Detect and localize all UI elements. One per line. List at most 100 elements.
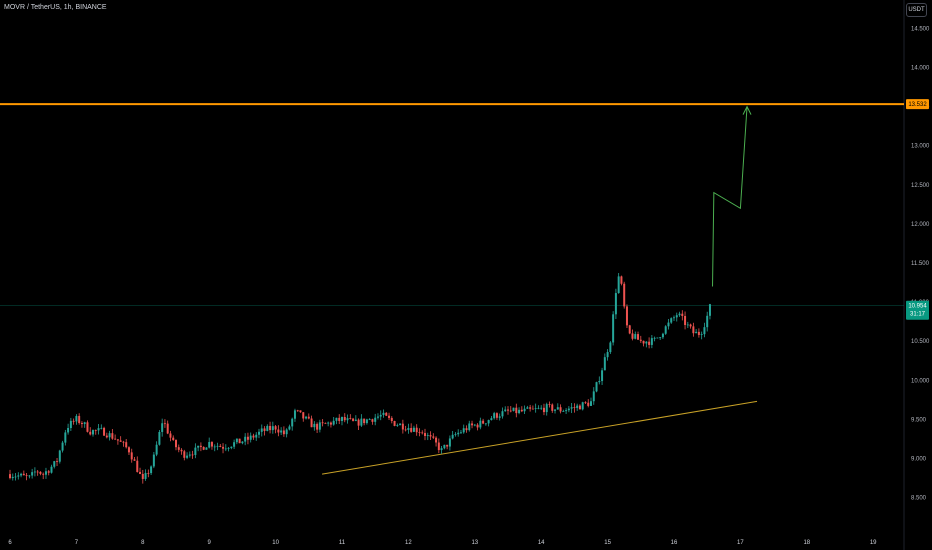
candle-body: [435, 437, 438, 443]
candle-body: [343, 417, 346, 421]
candle-body: [656, 337, 659, 339]
candle-body: [459, 432, 462, 434]
candle-body: [310, 418, 313, 428]
candle-body: [664, 326, 667, 334]
x-tick-label: 6: [8, 540, 12, 546]
candle-body: [684, 315, 687, 325]
candle-body: [625, 306, 628, 326]
candle-body: [338, 417, 341, 421]
candle-body: [612, 314, 615, 343]
candle-body: [385, 412, 388, 416]
candle-body: [61, 442, 64, 451]
y-tick-label: 12.500: [911, 183, 930, 189]
candle-body: [432, 436, 435, 438]
candle-body: [507, 409, 509, 411]
projection-arrowhead: [742, 105, 752, 115]
candle-body: [487, 420, 490, 424]
candle-body: [390, 417, 393, 422]
candle-body: [155, 444, 158, 455]
candle-body: [72, 420, 75, 422]
x-tick-label: 7: [75, 540, 79, 546]
candle-body: [578, 405, 581, 410]
candle-body: [631, 333, 634, 339]
candle-body: [360, 418, 363, 426]
candle-body: [689, 324, 692, 327]
candle-body: [329, 422, 332, 425]
candle-body: [31, 472, 34, 476]
candle-body: [346, 418, 349, 421]
candle-body: [565, 410, 568, 412]
x-tick-label: 17: [737, 540, 744, 546]
candle-body: [603, 357, 606, 371]
candle-body: [376, 416, 379, 418]
candle-body: [645, 341, 648, 344]
candle-body: [573, 407, 576, 408]
candle-body: [139, 471, 142, 474]
x-tick-label: 9: [208, 540, 212, 546]
x-tick-label: 13: [471, 540, 478, 546]
candle-body: [266, 425, 269, 431]
candle-body: [100, 427, 103, 429]
candle-body: [678, 313, 681, 316]
candle-body: [407, 427, 410, 430]
candle-body: [191, 454, 194, 456]
candle-body: [163, 423, 166, 425]
x-tick-label: 12: [405, 540, 412, 546]
candle-body: [89, 431, 92, 435]
candle-body: [199, 445, 202, 447]
candle-body: [47, 471, 50, 473]
candle-body: [650, 338, 653, 345]
candle-body: [368, 419, 371, 421]
candle-body: [241, 441, 244, 444]
candle-body: [628, 325, 631, 334]
candle-body: [222, 446, 225, 449]
candle-body: [166, 423, 169, 434]
candle-body: [105, 435, 108, 438]
candle-body: [554, 409, 557, 411]
candle-body: [498, 416, 501, 418]
candle-body: [526, 407, 529, 409]
candle-body: [53, 461, 56, 467]
candle-body: [609, 342, 612, 353]
y-tick-label: 13.000: [911, 144, 930, 150]
candle-body: [697, 331, 700, 335]
candle-body: [39, 471, 42, 474]
candle-body: [446, 444, 449, 447]
candle-body: [415, 427, 418, 433]
candle-body: [296, 410, 299, 412]
candle-body: [235, 438, 238, 443]
candle-body: [374, 417, 377, 422]
candle-body: [238, 438, 241, 444]
candle-body: [186, 455, 189, 458]
candle-body: [457, 432, 460, 435]
candle-body: [537, 407, 540, 409]
candle-body: [479, 420, 482, 428]
candle-body: [14, 476, 17, 478]
currency-button[interactable]: USDT: [906, 3, 927, 17]
candle-body: [332, 420, 335, 425]
candle-body: [44, 471, 47, 475]
candle-body: [706, 315, 709, 328]
candle-body: [274, 426, 277, 430]
candle-body: [249, 435, 252, 440]
candle-body: [576, 405, 579, 408]
candle-body: [448, 438, 451, 447]
candle-body: [194, 447, 197, 455]
x-tick-label: 10: [272, 540, 279, 546]
y-tick-label: 10.000: [911, 378, 930, 384]
candle-body: [58, 450, 61, 462]
x-tick-label: 18: [803, 540, 810, 546]
candle-body: [233, 442, 236, 447]
candle-body: [365, 419, 368, 424]
candle-body: [531, 408, 534, 410]
candle-body: [518, 409, 521, 414]
y-tick-label: 11.500: [911, 261, 930, 267]
candle-body: [305, 416, 308, 419]
candle-body: [313, 423, 316, 428]
candle-body: [424, 433, 426, 436]
candle-body: [227, 447, 230, 449]
candle-body: [490, 418, 493, 421]
candle-body: [675, 315, 678, 318]
